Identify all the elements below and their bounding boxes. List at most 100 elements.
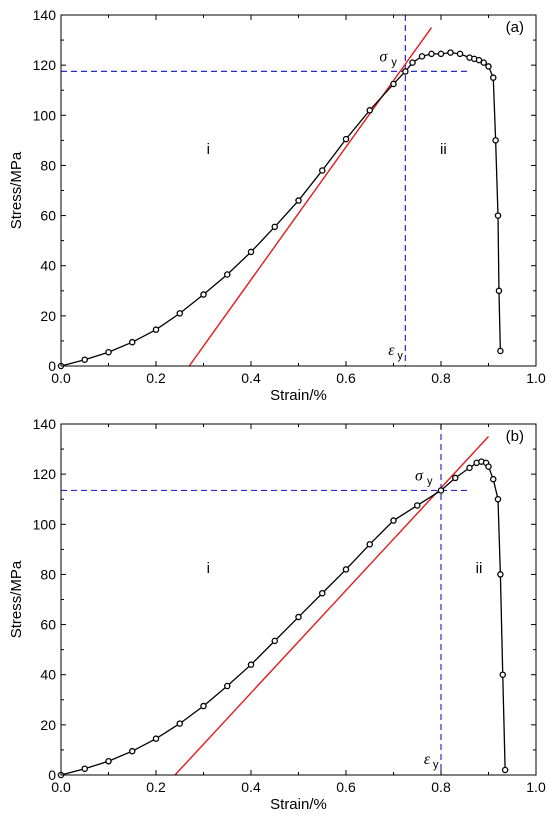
region-label-i: i [207,141,210,158]
y-tick-label: 140 [33,416,57,432]
y-tick-label: 80 [40,566,56,582]
data-point [489,475,497,483]
data-point [492,137,499,144]
x-tick-label: 0.2 [146,370,166,386]
data-point [428,50,435,58]
data-point [497,347,504,355]
x-tick-label: 0.4 [241,779,261,795]
panel-label: (b) [506,428,524,445]
yield-stress-symbol: σ [415,467,424,484]
y-tick-label: 120 [33,57,57,73]
data-point [128,747,136,755]
data-point [413,502,421,509]
region-label-ii: ii [440,141,447,158]
data-point [176,720,183,727]
yield-stress-subscript: y [427,475,433,487]
yield-stress-subscript: y [391,56,397,68]
y-tick-label: 0 [48,358,56,374]
x-tick-label: 0.0 [51,779,71,795]
yield-strain-symbol: ε [388,342,395,359]
y-axis-label: Stress/MPa [8,151,25,229]
yield-strain-subscript: y [433,759,439,771]
data-point [451,474,459,482]
region-label-ii: ii [476,560,483,577]
y-tick-label: 20 [40,717,56,733]
data-point [437,487,445,494]
data-point [494,212,502,219]
x-tick-label: 0.6 [336,370,356,386]
y-tick-label: 100 [33,516,57,532]
yield-stress-symbol: σ [379,48,388,65]
data-point [390,80,397,88]
plot-frame [60,14,537,367]
region-label-i: i [207,560,210,577]
x-tick-label: 0.6 [336,779,356,795]
data-point [152,326,160,333]
x-axis-label: Strain/% [270,796,327,813]
y-tick-label: 40 [40,258,56,274]
data-point [501,766,509,774]
plot-frame [60,423,537,776]
fit-line [188,27,433,366]
y-tick-label: 80 [40,157,56,173]
y-tick-label: 20 [40,308,56,324]
data-point [494,495,502,503]
data-point [105,348,112,356]
data-point [366,541,373,548]
y-tick-label: 120 [33,466,57,482]
data-point [409,59,416,66]
data-point [437,50,445,58]
y-tick-label: 40 [40,667,56,683]
x-tick-label: 0.2 [146,779,166,795]
data-point [247,661,255,668]
data-point [200,702,207,710]
series-line [60,51,502,367]
data-point [81,765,89,772]
y-tick-label: 60 [40,208,56,224]
data-point [466,464,473,472]
panel-a: 0.0 0.2 0.4 0.6 0.8 1.0 0 20 40 60 80 100 120 140 Stra… [8,7,546,404]
x-tick-label: 0.4 [241,370,261,386]
data-point [105,757,112,765]
x-tick-label: 0.0 [51,370,71,386]
data-point [295,197,302,204]
data-point [247,248,255,256]
x-axis-label: Strain/% [270,387,327,404]
data-point [342,566,350,573]
data-point [499,671,506,678]
data-point [485,63,492,70]
data-point [418,53,426,60]
series-line [60,460,506,776]
data-point [128,338,136,346]
data-point [495,287,503,295]
data-point [390,517,397,524]
data-point [489,74,497,81]
data-point [475,56,483,64]
data-point [223,682,231,690]
data-point [480,59,487,66]
x-tick-label: 0.8 [431,779,451,795]
data-point [152,735,160,742]
y-tick-label: 60 [40,617,56,633]
data-point [176,310,183,317]
data-point [456,50,464,58]
data-point [485,463,492,470]
data-point [271,637,278,645]
y-tick-label: 0 [48,767,56,783]
data-point [271,223,278,231]
data-point [497,571,504,578]
data-point [200,291,207,298]
x-tick-label: 0.8 [431,370,451,386]
panel-b: 0.0 0.2 0.4 0.6 0.8 1.0 0 20 40 60 80 100 120 140 Stra… [8,416,546,813]
data-point [366,107,373,114]
x-tick-label: 1.0 [526,779,546,795]
data-point [342,135,350,143]
yield-strain-symbol: ε [424,751,431,768]
data-point [81,356,89,363]
y-axis-label: Stress/MPa [8,560,25,638]
y-tick-label: 140 [33,7,57,23]
data-point [402,68,409,75]
data-point [318,167,326,174]
data-point [223,271,231,278]
